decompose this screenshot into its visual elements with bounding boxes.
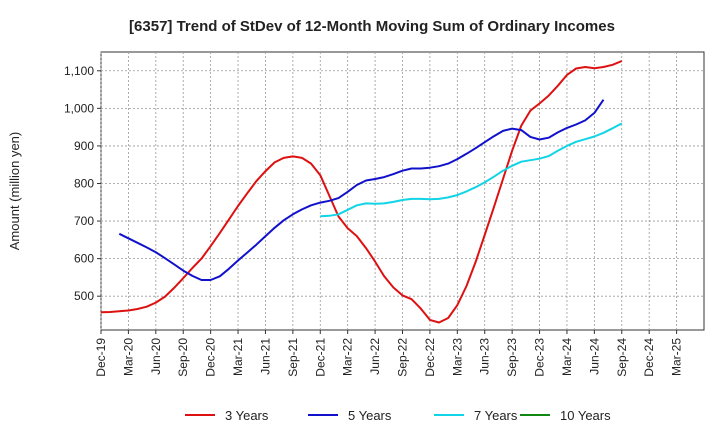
x-tick-label: Sep-24	[615, 338, 629, 377]
x-tick-label: Dec-22	[423, 338, 437, 377]
series-line-7-years	[320, 122, 623, 218]
y-tick-label: 1,100	[64, 64, 94, 78]
x-tick-label: Mar-24	[560, 338, 574, 376]
chart-title: [6357] Trend of StDev of 12-Month Moving…	[129, 18, 615, 35]
y-tick-label: 800	[74, 176, 94, 190]
x-tick-label: Jun-21	[258, 338, 272, 375]
x-tick-label: Sep-23	[505, 338, 519, 377]
x-tick-label: Jun-23	[478, 338, 492, 375]
x-tick-label: Mar-23	[450, 338, 464, 376]
x-tick-label: Mar-25	[670, 338, 684, 376]
x-tick-label: Jun-24	[587, 338, 601, 375]
y-tick-label: 1,000	[64, 101, 94, 115]
x-tick-label: Sep-20	[176, 338, 190, 377]
legend-label-10-years: 10 Years	[560, 408, 611, 423]
y-tick-label: 600	[74, 252, 94, 266]
y-tick-label: 900	[74, 139, 94, 153]
x-tick-label: Dec-21	[313, 338, 327, 377]
legend: 3 Years 5 Years 7 Years 10 Years	[185, 408, 611, 423]
series-layer	[100, 60, 623, 324]
x-tick-label: Jun-20	[149, 338, 163, 375]
x-tick-label: Dec-19	[94, 338, 108, 377]
x-tick-label: Dec-24	[642, 338, 656, 377]
x-tick-label: Mar-20	[121, 338, 135, 376]
legend-label-5-years: 5 Years	[348, 408, 392, 423]
legend-label-3-years: 3 Years	[225, 408, 269, 423]
x-axis-ticks: Dec-19 Mar-20 Jun-20 Sep-20 Dec-20 Mar-21 Jun-…	[94, 330, 684, 377]
y-axis-label: Amount (million yen)	[7, 132, 22, 251]
x-tick-label: Mar-22	[341, 338, 355, 376]
legend-label-7-years: 7 Years	[474, 408, 518, 423]
y-tick-label: 700	[74, 214, 94, 228]
x-tick-label: Jun-22	[368, 338, 382, 375]
x-tick-label: Sep-21	[286, 338, 300, 377]
x-tick-label: Dec-20	[204, 338, 218, 377]
y-tick-label: 500	[74, 289, 94, 303]
x-tick-label: Mar-21	[231, 338, 245, 376]
plot-area	[100, 51, 705, 331]
x-tick-label: Sep-22	[396, 338, 410, 377]
y-axis-ticks: 500 600 700 800 900 1,000 1,100	[64, 64, 101, 303]
x-tick-label: Dec-23	[533, 338, 547, 377]
series-line-5-years	[118, 99, 605, 281]
